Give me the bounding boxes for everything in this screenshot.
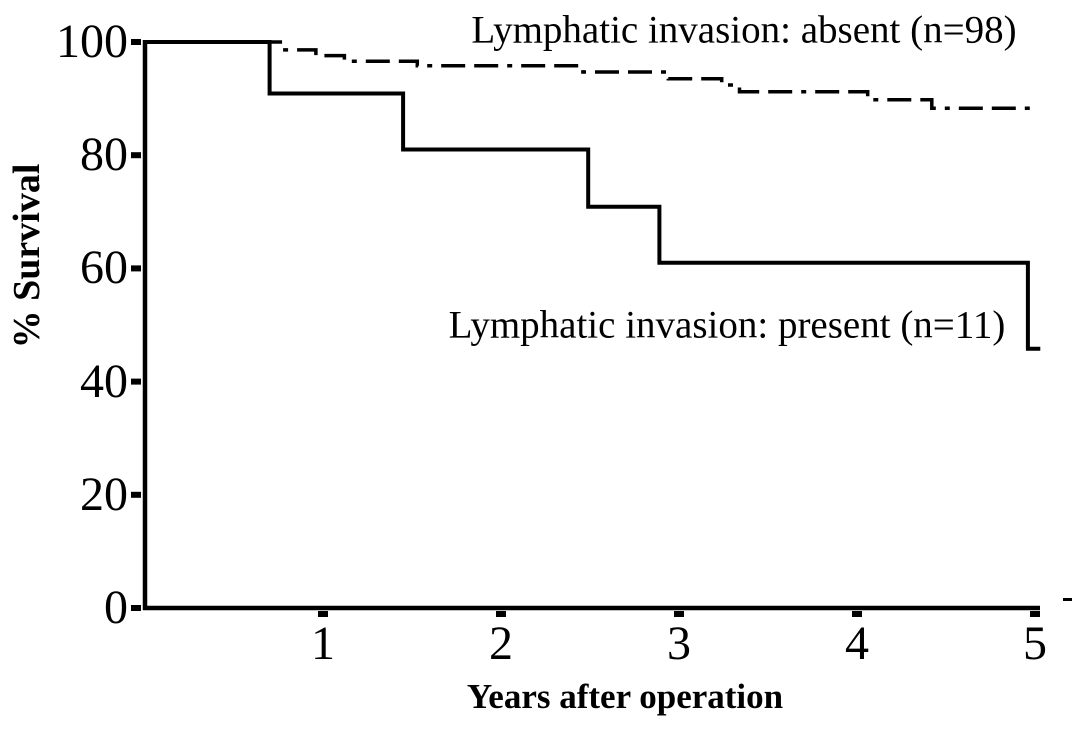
y-tick-label: 40 <box>80 354 128 408</box>
x-tick-label: 5 <box>1023 617 1047 670</box>
y-tick <box>131 378 141 385</box>
absent-series-label: Lymphatic invasion: absent (n=98) <box>471 8 1017 52</box>
axis-ticks <box>131 39 1040 617</box>
x-tick-label: 2 <box>489 617 513 670</box>
stray-mark <box>1063 598 1072 601</box>
y-tick-label: 80 <box>80 128 128 182</box>
y-tick <box>131 152 141 159</box>
y-axis-title: % Survival <box>6 163 48 349</box>
x-tick <box>674 611 684 617</box>
y-tick <box>131 605 141 611</box>
present-curve <box>145 40 1041 351</box>
axes <box>142 40 1040 611</box>
present-series-label: Lymphatic invasion: present (n=11) <box>448 303 1006 347</box>
x-tick <box>318 611 328 617</box>
x-tick-label: 4 <box>845 617 869 670</box>
x-tick-label: 1 <box>311 617 335 670</box>
x-tick <box>1030 611 1040 617</box>
y-tick-label: 20 <box>80 467 128 521</box>
y-tick-label: 60 <box>80 241 128 295</box>
y-tick-label: 0 <box>104 581 128 634</box>
y-tick <box>131 39 141 45</box>
x-tick <box>852 611 862 617</box>
x-tick-label: 3 <box>667 617 691 670</box>
y-tick <box>131 265 141 272</box>
y-tick-label: 100 <box>56 15 128 68</box>
x-tick <box>496 611 506 617</box>
absent-curve <box>145 40 1039 110</box>
y-tick <box>131 491 141 498</box>
x-axis-title: Years after operation <box>466 677 784 716</box>
